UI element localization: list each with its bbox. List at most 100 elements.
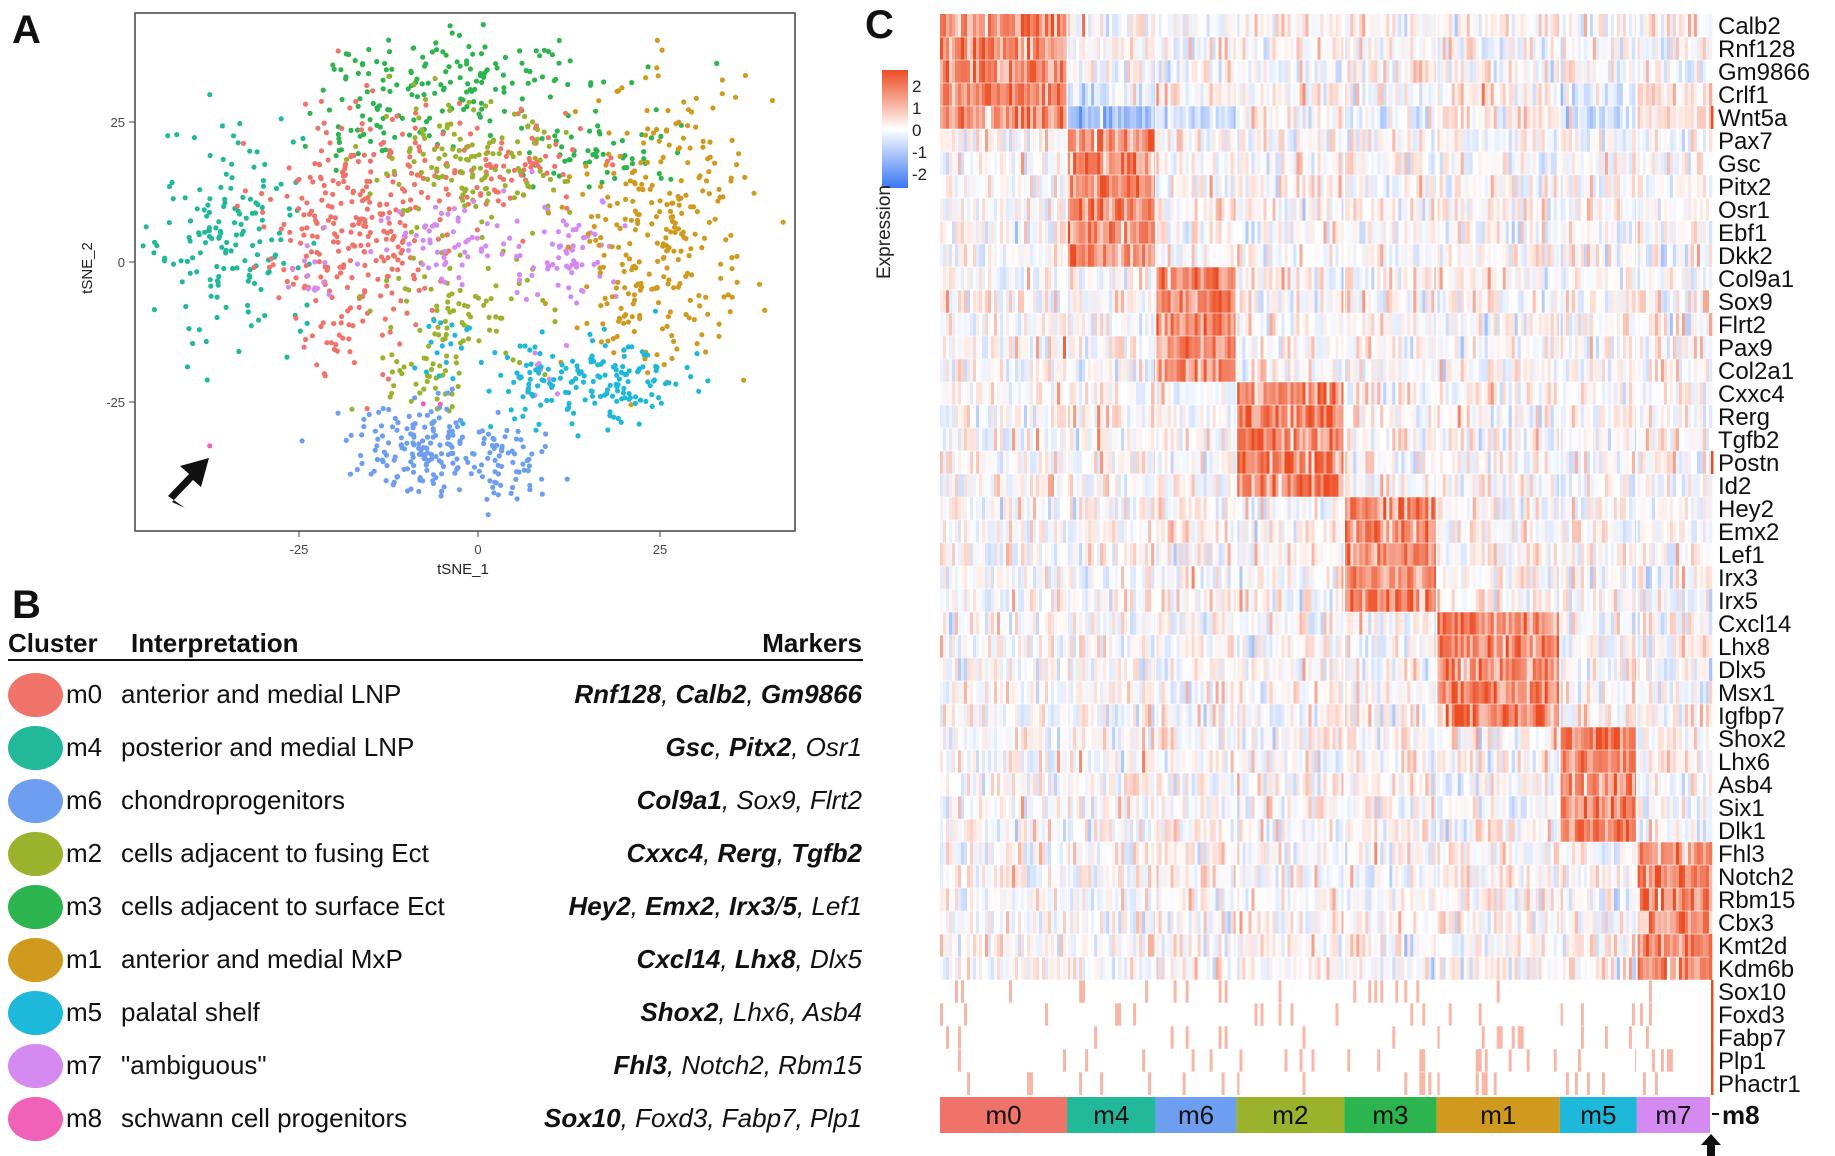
tsne-point-m0 [515, 111, 521, 117]
tsne-point-m5 [626, 368, 632, 374]
heatmap-cell [1481, 106, 1486, 129]
heatmap-cell [1254, 129, 1258, 152]
heatmap-cell [1642, 14, 1647, 37]
heatmap-cell [1003, 83, 1007, 106]
tsne-point-m1 [588, 214, 595, 220]
heatmap-cell [1607, 37, 1612, 60]
heatmap-cell [1496, 175, 1501, 198]
heatmap-cell [1332, 198, 1336, 221]
tsne-point-m1 [627, 241, 633, 247]
heatmap-cell [1514, 152, 1519, 175]
tsne-point-m3 [399, 115, 405, 121]
heatmap-cell [1353, 244, 1357, 267]
heatmap-cell [1076, 14, 1080, 37]
heatmap-cell [1413, 14, 1417, 37]
heatmap-cell [961, 221, 965, 244]
heatmap-cell [1383, 83, 1387, 106]
heatmap-cell [1493, 244, 1498, 267]
heatmap-cell [961, 198, 965, 221]
heatmap-cell [1481, 14, 1486, 37]
heatmap-cell [1675, 60, 1680, 83]
tsne-point-m2 [469, 142, 475, 148]
tsne-point-m2 [389, 390, 395, 396]
heatmap-cell [1398, 152, 1402, 175]
tsne-point-m2 [432, 331, 438, 337]
heatmap-cell [1227, 129, 1231, 152]
heatmap-cell [1091, 244, 1095, 267]
tsne-point-m1 [700, 144, 706, 150]
tsne-point-m4 [207, 277, 213, 283]
heatmap-cell [1272, 60, 1276, 83]
heatmap-cell [1451, 60, 1456, 83]
heatmap-cell [1320, 152, 1324, 175]
heatmap-cell [1684, 175, 1689, 198]
heatmap-cell [1176, 175, 1180, 198]
heatmap-cell [1076, 106, 1080, 129]
tsne-point-m0 [357, 231, 363, 237]
tsne-point-m1 [597, 270, 604, 276]
tsne-point-m1 [545, 210, 551, 216]
heatmap-cell [985, 37, 989, 60]
tsne-point-m3 [438, 82, 444, 88]
tsne-point-m1 [630, 198, 636, 204]
tsne-point-m4 [247, 196, 253, 202]
heatmap-cell [1595, 221, 1600, 244]
heatmap-cell [1625, 83, 1630, 106]
heatmap-cell [1003, 175, 1007, 198]
tsne-point-m5 [514, 370, 520, 376]
heatmap-cell [1693, 198, 1698, 221]
tsne-point-m1 [659, 326, 666, 332]
heatmap-cell [1296, 83, 1300, 106]
tsne-point-m6 [468, 471, 474, 477]
heatmap-cell [1088, 221, 1092, 244]
tsne-point-m1 [661, 254, 667, 260]
heatmap-cell [1100, 106, 1104, 129]
heatmap-cell [1538, 83, 1543, 106]
heatmap-cell [1681, 129, 1686, 152]
tsne-point-m6 [392, 454, 398, 460]
heatmap-cell [1442, 152, 1447, 175]
heatmap-cell [1407, 221, 1411, 244]
heatmap-cell [1544, 152, 1549, 175]
heatmap-cell [1693, 175, 1698, 198]
heatmap-cell [1242, 83, 1246, 106]
heatmap-cell [1535, 175, 1540, 198]
heatmap-cell [1115, 244, 1119, 267]
heatmap-cell [1230, 60, 1234, 83]
heatmap-cell [1145, 244, 1149, 267]
heatmap-cell [1136, 221, 1140, 244]
heatmap-cell [1660, 244, 1665, 267]
tsne-point-m0 [363, 184, 370, 190]
heatmap-cell [1654, 83, 1659, 106]
heatmap-cell [1230, 267, 1234, 290]
heatmap-cell [1021, 198, 1025, 221]
heatmap-cell [1167, 198, 1171, 221]
heatmap-cell [1063, 267, 1067, 290]
tsne-point-m0 [294, 178, 300, 184]
heatmap-cell [1410, 244, 1414, 267]
tsne-point-m7 [501, 241, 507, 247]
tsne-point-m6 [449, 386, 455, 392]
heatmap-cell [943, 129, 947, 152]
heatmap-cell [1036, 175, 1040, 198]
heatmap-cell [1227, 198, 1231, 221]
marker-gene: , [776, 838, 792, 868]
heatmap-cell [1571, 37, 1576, 60]
tsne-point-m4 [183, 303, 189, 310]
tsne-point-m4 [262, 313, 268, 319]
heatmap-cell [1287, 14, 1291, 37]
heatmap-cell [1015, 198, 1019, 221]
tsne-point-m1 [638, 160, 644, 166]
tsne-point-m2 [469, 174, 475, 180]
tsne-point-m2 [426, 343, 432, 349]
tsne-point-m1 [647, 186, 653, 192]
tsne-point-m1 [623, 312, 629, 318]
heatmap-cell [1589, 14, 1594, 37]
heatmap-cell [1179, 83, 1183, 106]
heatmap-cell [964, 83, 968, 106]
tsne-point-m2 [567, 209, 573, 215]
tsne-point-m7 [403, 230, 409, 236]
heatmap-cell [1106, 221, 1110, 244]
heatmap-cell [1574, 60, 1579, 83]
heatmap-cell [1595, 175, 1600, 198]
